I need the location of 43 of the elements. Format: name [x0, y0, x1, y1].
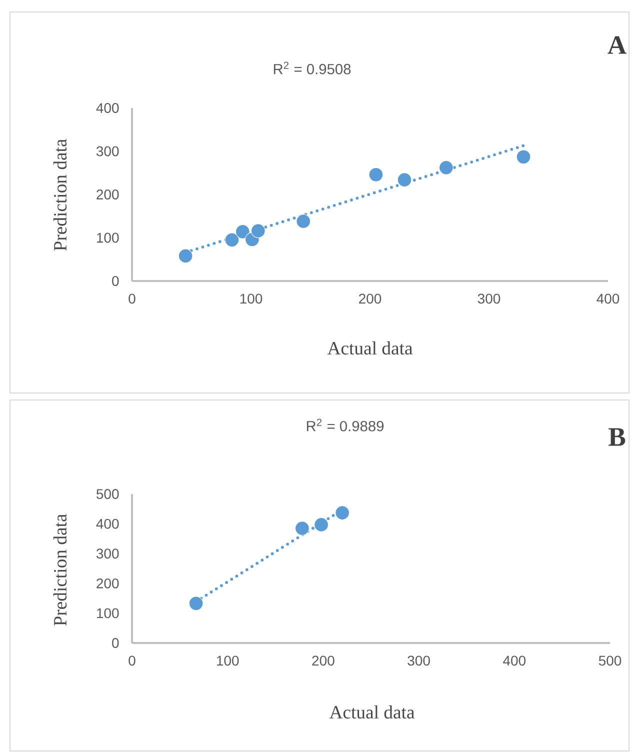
chart-title: B: [608, 428, 626, 446]
y-tick-label: 300: [96, 548, 119, 559]
x-axis-title: Actual data: [329, 705, 415, 719]
point: [438, 160, 454, 175]
point: [335, 506, 350, 520]
text: R$^{2}$ = 0.9508: [274, 62, 351, 74]
x-tick-label: 200: [359, 294, 382, 304]
x-tick-label: 200: [312, 656, 334, 666]
x-tick-label: 100: [216, 656, 239, 666]
y-axis-title: Prediction data: [53, 514, 67, 626]
y-tick-label: 300: [96, 146, 119, 156]
y-tick-label: 0: [112, 638, 119, 648]
y-tick-label: 100: [97, 232, 119, 243]
y-tick-label: 500: [96, 489, 119, 499]
x-tick-label: 400: [503, 656, 526, 666]
x-tick-label: 500: [598, 656, 622, 666]
x-tick-label: 100: [240, 294, 262, 304]
y-tick-label: 0: [112, 276, 119, 286]
point: [368, 167, 384, 182]
x-tick-label: 400: [596, 294, 620, 304]
point: [516, 150, 531, 164]
point: [397, 172, 412, 187]
point: [250, 224, 266, 238]
x-tick-label: 0: [128, 656, 136, 666]
y-tick-label: 100: [97, 608, 119, 618]
point: [188, 596, 204, 611]
x-tick-label: 300: [478, 294, 500, 304]
point: [314, 518, 328, 532]
y-tick-label: 400: [96, 518, 119, 529]
text: R$^{2}$ = 0.9889: [306, 418, 384, 432]
x-axis-title: Actual data: [327, 341, 413, 355]
x-tick-label: 0: [128, 294, 136, 304]
y-tick-label: 200: [96, 190, 119, 200]
chart-title: A: [608, 36, 626, 54]
y-tick-label: 200: [96, 578, 119, 588]
point: [235, 224, 250, 239]
y-axis-title: Prediction data: [53, 138, 67, 251]
point: [294, 521, 310, 536]
y-tick-label: 400: [96, 103, 119, 113]
point: [296, 214, 311, 229]
x-tick-label: 300: [408, 656, 430, 666]
point: [224, 232, 240, 248]
point: [178, 248, 193, 264]
